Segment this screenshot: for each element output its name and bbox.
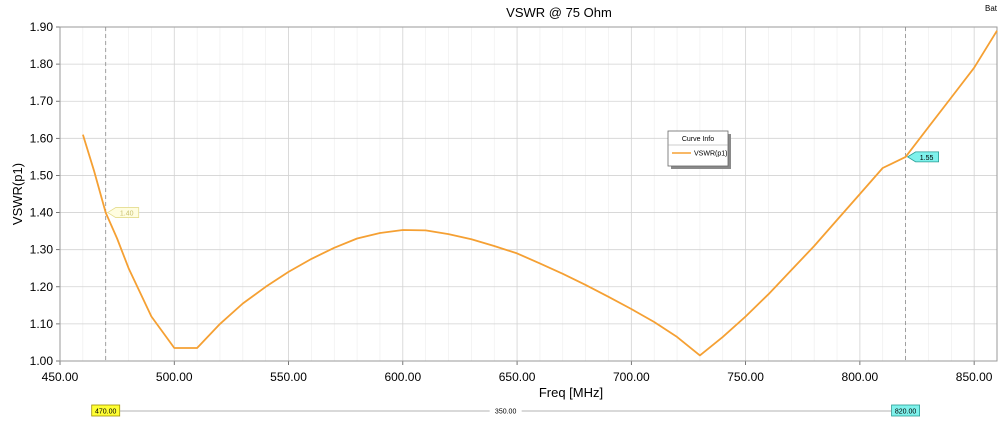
- marker-value-tag[interactable]: 1.55: [906, 151, 939, 163]
- x-tick-label: 700.00: [613, 370, 650, 384]
- series-group: [82, 30, 998, 357]
- y-tick-label: 1.20: [30, 280, 54, 294]
- y-tick-label: 1.80: [30, 57, 54, 71]
- marker-x-tag[interactable]: 470.00: [91, 404, 121, 417]
- marker-x-box: [891, 404, 920, 417]
- y-tick-label: 1.60: [30, 131, 54, 145]
- y-tick-label: 1.70: [30, 94, 54, 108]
- y-tick-label: 1.10: [30, 317, 54, 331]
- y-tick-label: 1.00: [30, 354, 54, 368]
- y-axis-ticks: 1.00 1.10 1.20 1.30 1.40 1.50 1.60 1.70 1.80 1.90: [30, 20, 60, 368]
- x-axis-ticks: 450.00 500.00 550.00 600.00 650.00 700.00 750.…: [42, 361, 993, 384]
- legend-title: Curve Info: [682, 136, 714, 143]
- y-tick-label: 1.90: [30, 20, 54, 34]
- x-tick-label: 600.00: [384, 370, 421, 384]
- x-tick-label: 450.00: [42, 370, 79, 384]
- marker-tag-shape: [106, 207, 140, 218]
- plot-area-border: [59, 26, 998, 362]
- y-axis-label: VSWR(p1): [10, 163, 25, 225]
- marker-x-box: [91, 404, 121, 417]
- x-tick-label: 750.00: [727, 370, 764, 384]
- legend[interactable]: Curve Info VSWR(p1): [667, 130, 731, 169]
- marker-x-tag[interactable]: 820.00: [891, 404, 920, 417]
- x-tick-label: 500.00: [156, 370, 193, 384]
- marker-value-label: 1.40: [120, 211, 134, 218]
- grid-lines: [59, 26, 997, 362]
- marker-annotations[interactable]: 1.40 470.00 1.55 820.00 350.00: [91, 151, 939, 417]
- marker-value-label: 1.55: [920, 155, 934, 162]
- x-tick-label: 550.00: [270, 370, 307, 384]
- x-axis-label: Freq [MHz]: [539, 385, 603, 400]
- marker-value-tag[interactable]: 1.40: [106, 207, 140, 218]
- marker-lines: [105, 27, 906, 361]
- marker-tag-shape: [906, 151, 939, 163]
- chart-title: VSWR @ 75 Ohm: [506, 5, 612, 20]
- legend-entry: VSWR(p1): [694, 151, 727, 158]
- marker-x-label: 820.00: [895, 409, 917, 416]
- marker-x-label: 470.00: [95, 409, 117, 416]
- x-tick-label: 850.00: [956, 370, 993, 384]
- x-tick-label: 650.00: [499, 370, 536, 384]
- y-tick-label: 1.50: [30, 168, 54, 182]
- marker-span-label: 350.00: [495, 409, 517, 416]
- y-tick-label: 1.40: [30, 206, 54, 220]
- y-tick-label: 1.30: [30, 243, 54, 257]
- x-tick-label: 800.00: [842, 370, 879, 384]
- legend-box: [667, 130, 729, 167]
- corner-label: Bat: [985, 4, 998, 13]
- series-line-vswr: [82, 30, 998, 357]
